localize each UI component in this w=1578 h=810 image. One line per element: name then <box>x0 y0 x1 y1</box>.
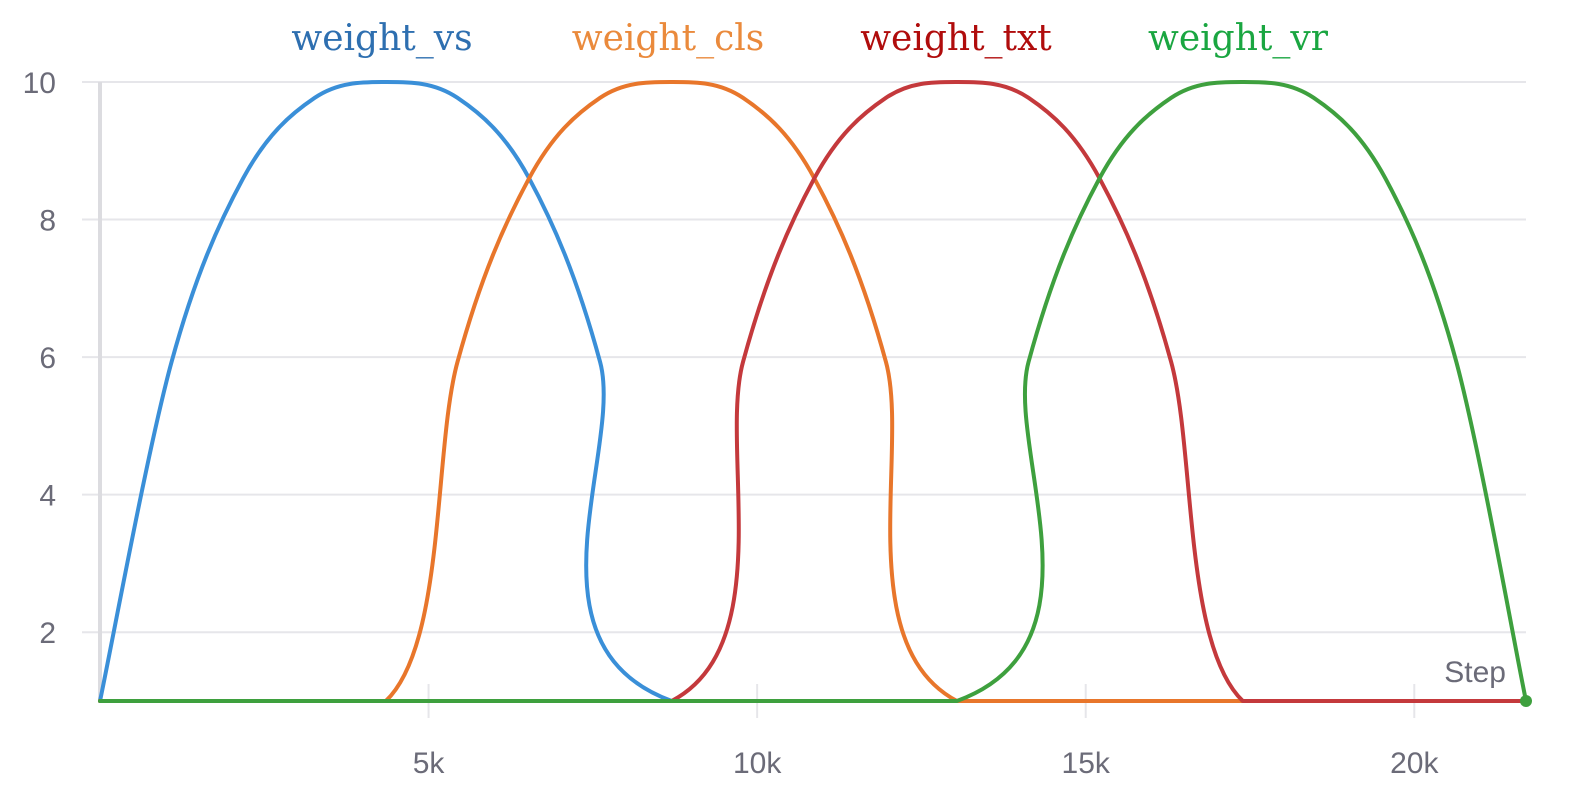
series-lines <box>98 79 1528 703</box>
series-line-weight-vr <box>98 79 1528 703</box>
x-tick-label: 10k <box>733 747 782 780</box>
legend-label-weight-vs: weight_vs <box>291 18 472 59</box>
y-tick-label: 6 <box>39 342 56 375</box>
legend-label-weight-vr: weight_vr <box>1148 18 1329 59</box>
x-tick-label: 5k <box>413 747 446 780</box>
legend-label-weight-cls: weight_cls <box>572 18 764 59</box>
x-axis-title: Step <box>1444 656 1506 689</box>
x-tick-label: 15k <box>1062 747 1111 780</box>
line-end-marker <box>1520 695 1532 707</box>
series-line-weight-vs <box>98 79 1528 703</box>
y-tick-label: 4 <box>39 480 56 513</box>
y-tick-label: 8 <box>39 205 56 238</box>
series-line-weight-cls <box>98 79 1528 703</box>
series-line-weight-txt <box>98 79 1528 703</box>
y-tick-label: 10 <box>23 67 56 100</box>
x-tick-label: 20k <box>1390 747 1439 780</box>
axis-ticks: 2 4 6 8 10 5k 10k 15k 20k <box>23 67 1440 780</box>
legend-label-weight-txt: weight_txt <box>860 18 1052 59</box>
y-tick-label: 2 <box>39 617 56 650</box>
legend: weight_vs weight_cls weight_txt weight_vr <box>291 18 1328 59</box>
grid-lines <box>82 81 1526 718</box>
